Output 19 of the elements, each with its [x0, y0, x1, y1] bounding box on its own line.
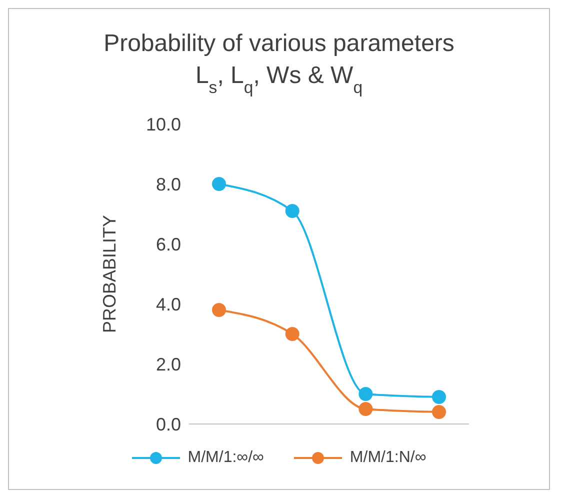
- y-tick-label: 4.0: [156, 294, 181, 314]
- point: [358, 402, 373, 416]
- point: [432, 405, 446, 419]
- chart-subtitle: L$_{s}$, L$_{q}$, Ws & W$_{q}$: [195, 62, 363, 96]
- y-axis-title: PROBABILITY: [99, 214, 120, 334]
- y-tick-label: 2.0: [156, 354, 181, 374]
- point: [285, 204, 300, 218]
- point: [212, 177, 226, 191]
- point: [358, 387, 373, 401]
- legend-label: M/M/1:N/∞: [350, 449, 426, 467]
- y-tick-label: 10.0: [146, 114, 181, 134]
- legend-label: M/M/1:∞/∞: [188, 449, 264, 467]
- chart-title: Probability of various parameters: [104, 30, 454, 57]
- y-tick-label: 8.0: [156, 174, 181, 194]
- y-tick-label: 0.0: [156, 414, 181, 434]
- point: [285, 327, 300, 341]
- point: [432, 390, 446, 404]
- y-tick-label: 6.0: [156, 234, 181, 254]
- point: [212, 303, 226, 317]
